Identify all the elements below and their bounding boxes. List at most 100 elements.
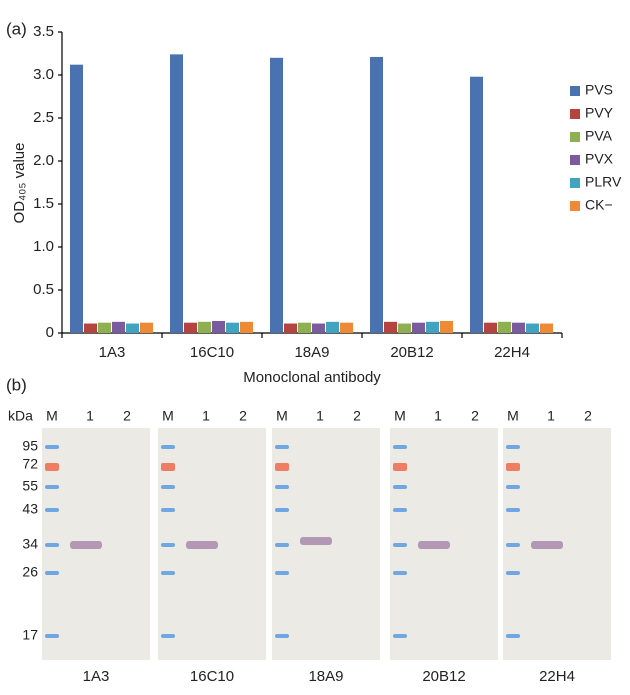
x-tick-label: 16C10 <box>190 344 234 361</box>
bar <box>284 323 297 333</box>
marker-band <box>45 634 59 638</box>
sample-band <box>531 541 563 549</box>
y-tick-label: 3.0 <box>33 66 54 83</box>
marker-band <box>506 463 520 471</box>
y-tick-label: 0 <box>46 324 54 341</box>
bar <box>440 320 453 333</box>
marker-label: 55 <box>22 478 38 494</box>
lane-label: 2 <box>471 408 479 424</box>
marker-band <box>161 634 175 638</box>
sample-band <box>418 541 450 549</box>
marker-band <box>393 543 407 547</box>
bar <box>312 323 325 333</box>
bar <box>370 56 383 333</box>
bar <box>112 321 125 333</box>
x-tick-label: 1A3 <box>99 344 126 361</box>
sample-band <box>70 541 102 549</box>
marker-band <box>275 543 289 547</box>
marker-band <box>161 571 175 575</box>
legend-label: PVA <box>585 128 613 144</box>
bar <box>198 321 211 333</box>
panel-label: (b) <box>6 375 27 394</box>
legend-swatch <box>570 132 580 142</box>
bar <box>426 321 439 333</box>
antibody-label: 22H4 <box>539 668 575 685</box>
lane-label: 2 <box>353 408 361 424</box>
bar <box>84 323 97 333</box>
y-tick-label: 2.0 <box>33 152 54 169</box>
marker-band <box>506 485 520 489</box>
marker-band <box>45 508 59 512</box>
bar <box>126 323 139 333</box>
marker-band <box>393 485 407 489</box>
panel-label: (a) <box>6 19 27 38</box>
marker-band <box>506 571 520 575</box>
bar <box>384 321 397 333</box>
legend-swatch <box>570 178 580 188</box>
antibody-label: 20B12 <box>422 668 465 685</box>
marker-band <box>275 445 289 449</box>
bar <box>412 322 425 333</box>
legend-swatch <box>570 155 580 165</box>
x-tick-label: 22H4 <box>494 344 530 361</box>
bar <box>226 322 239 333</box>
marker-label: 43 <box>22 501 38 517</box>
antibody-label: 16C10 <box>190 668 234 685</box>
marker-band <box>506 508 520 512</box>
lane-label: 1 <box>202 408 210 424</box>
marker-band <box>161 543 175 547</box>
marker-band <box>161 463 175 471</box>
marker-band <box>506 543 520 547</box>
marker-band <box>161 445 175 449</box>
marker-label: 34 <box>22 536 38 552</box>
antibody-label: 18A9 <box>308 668 343 685</box>
legend-label: PVY <box>585 105 614 121</box>
lane-label: M <box>276 408 288 424</box>
bar <box>526 323 539 333</box>
marker-label: 26 <box>22 564 38 580</box>
bar <box>270 57 283 334</box>
legend-label: PVS <box>585 82 613 98</box>
marker-band <box>45 543 59 547</box>
bar <box>212 320 225 333</box>
bar <box>70 64 83 334</box>
lane-label: M <box>394 408 406 424</box>
lane-label: 1 <box>547 408 555 424</box>
bar <box>398 323 411 333</box>
lane-label: 1 <box>316 408 324 424</box>
x-tick-label: 20B12 <box>390 344 433 361</box>
lane-label: M <box>507 408 519 424</box>
lane-label: 2 <box>123 408 131 424</box>
x-tick-label: 18A9 <box>294 344 329 361</box>
marker-band <box>393 508 407 512</box>
legend-swatch <box>570 86 580 96</box>
lane-label: 1 <box>434 408 442 424</box>
legend-label: PLRV <box>585 174 622 190</box>
legend-label: CK− <box>585 197 613 213</box>
sample-band <box>300 537 332 545</box>
bar <box>540 323 553 333</box>
y-tick-label: 0.5 <box>33 281 54 298</box>
marker-band <box>161 485 175 489</box>
marker-label: 17 <box>22 627 38 643</box>
marker-band <box>275 485 289 489</box>
lane-label: M <box>162 408 174 424</box>
bar <box>484 322 497 333</box>
legend-label: PVX <box>585 151 614 167</box>
marker-label: 95 <box>22 438 38 454</box>
marker-band <box>45 463 59 471</box>
bar <box>470 76 483 333</box>
marker-band <box>275 463 289 471</box>
sample-band <box>186 541 218 549</box>
bar <box>512 322 525 333</box>
marker-band <box>161 508 175 512</box>
bar <box>98 322 111 333</box>
bar <box>340 322 353 333</box>
bar <box>298 322 311 333</box>
y-axis-label: OD₄₀₅ value <box>11 143 28 224</box>
bar <box>170 54 183 334</box>
lane-label: 2 <box>239 408 247 424</box>
bar <box>240 321 253 333</box>
y-tick-label: 1.0 <box>33 238 54 255</box>
